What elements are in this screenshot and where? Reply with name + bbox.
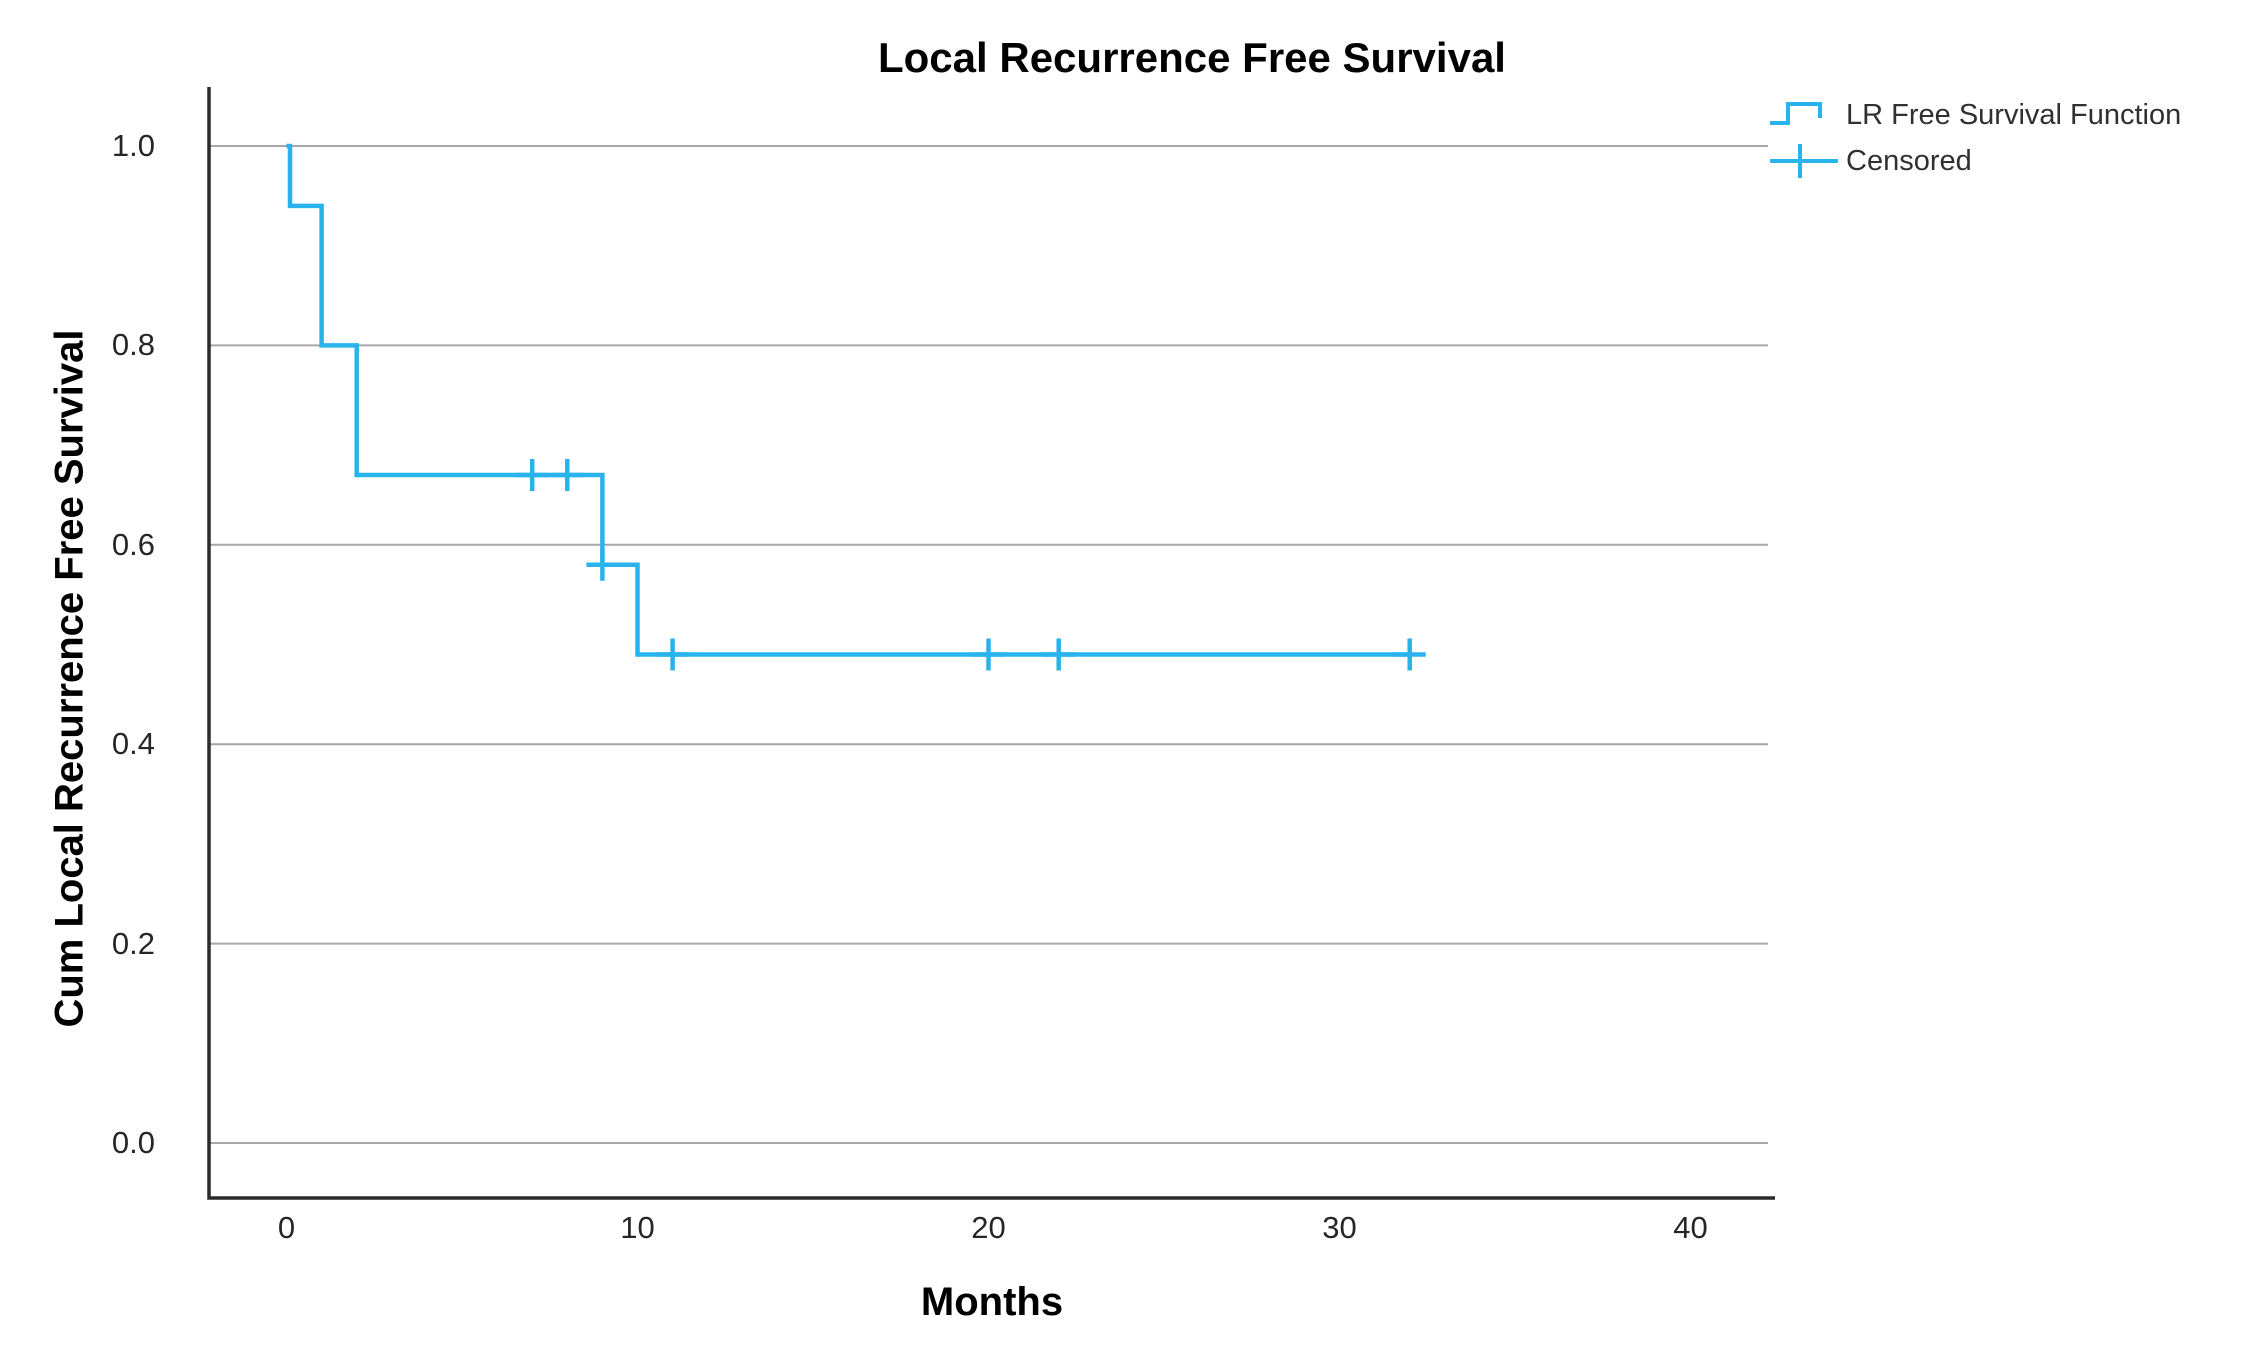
legend: LR Free Survival Function Censored: [1768, 92, 2238, 184]
x-axis-title: Months: [920, 1280, 1064, 1324]
censored-plus-icon: [1770, 144, 1838, 178]
legend-item-survival-function: LR Free Survival Function: [1768, 92, 2238, 138]
legend-item-censored: Censored: [1768, 138, 2238, 184]
y-tick-label: 0.6: [111, 526, 155, 562]
x-tick-label: 20: [971, 1210, 1006, 1245]
x-tick-label: 30: [1322, 1210, 1357, 1245]
x-tick-label: 0: [277, 1210, 296, 1245]
chart-title: Local Recurrence Free Survival: [878, 34, 1506, 81]
survival-curve: [286, 143, 1410, 657]
step-line-icon: [1770, 102, 1822, 125]
legend-label-censored: Censored: [1846, 144, 1972, 177]
x-tick-label: 10: [620, 1210, 655, 1245]
x-tick-label: 40: [1673, 1210, 1708, 1245]
y-tick-label: 1.0: [111, 128, 155, 163]
y-tick-label: 0.8: [111, 327, 155, 363]
y-tick-label: 0.2: [111, 925, 155, 961]
y-tick-label: 0.4: [111, 726, 155, 762]
legend-label-survival-function: LR Free Survival Function: [1846, 98, 2182, 131]
y-tick-label: 0.0: [111, 1125, 155, 1160]
axis-frame: [207, 87, 1775, 1200]
